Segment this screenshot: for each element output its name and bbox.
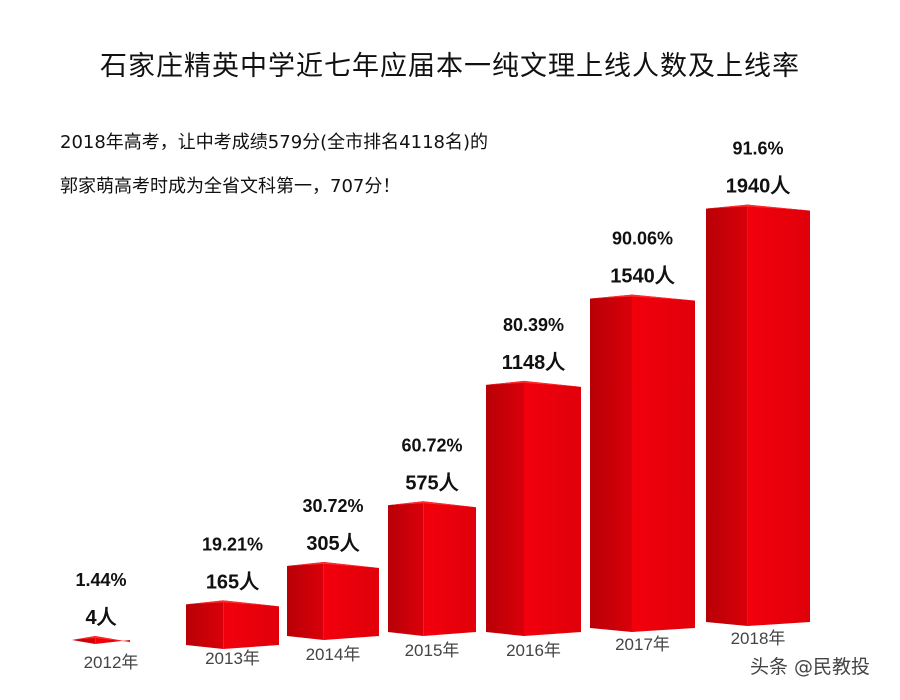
bar-right-face <box>747 204 810 626</box>
bar-left-face <box>186 600 224 649</box>
value-label: 1940人 <box>726 175 791 198</box>
bar-2018年 <box>706 204 810 626</box>
bar-2014年 <box>287 561 379 640</box>
bar-2015年 <box>388 501 476 636</box>
bar-top-face <box>706 204 810 211</box>
x-tick-label: 2015年 <box>405 641 460 660</box>
bar-right-face <box>524 380 581 636</box>
bar-left-face <box>287 561 324 640</box>
bar-2016年 <box>486 380 581 636</box>
x-tick-label: 2016年 <box>506 641 561 660</box>
bar-top-face <box>186 600 279 607</box>
value-label: 1540人 <box>610 265 675 288</box>
value-label: 1148人 <box>502 351 566 374</box>
bar-left-face <box>388 501 424 636</box>
bar-2012年 <box>72 636 130 644</box>
x-tick-label: 2018年 <box>731 629 786 648</box>
bar-top-face <box>590 294 695 301</box>
watermark: 头条 @民教投 <box>749 656 870 678</box>
bar-top-face <box>486 380 581 387</box>
rate-label: 60.72% <box>401 435 462 455</box>
value-label: 305人 <box>306 532 360 555</box>
x-tick-label: 2014年 <box>306 645 361 664</box>
x-tick-label: 2013年 <box>205 649 260 668</box>
bar-right-face <box>223 600 279 649</box>
value-label: 165人 <box>206 570 260 593</box>
x-tick-label: 2012年 <box>84 653 139 672</box>
rate-label: 19.21% <box>202 534 263 554</box>
bar-left-face <box>590 294 632 632</box>
bar-right-face <box>632 294 695 632</box>
annotation-line-1: 2018年高考，让中考成绩579分(全市排名4118名)的 <box>60 132 489 153</box>
bar-2017年 <box>590 294 695 632</box>
bar-top-face <box>72 636 130 642</box>
rate-label: 91.6% <box>732 139 783 159</box>
x-tick-label: 2017年 <box>615 635 670 654</box>
bar-right-face <box>423 501 476 636</box>
rate-label: 90.06% <box>612 229 673 249</box>
rate-label: 1.44% <box>75 570 126 590</box>
bar-left-face <box>486 380 524 636</box>
bar-top-face <box>388 501 476 508</box>
bar-right-face <box>323 561 379 640</box>
bar-top-face <box>287 561 379 568</box>
rate-label: 80.39% <box>503 315 564 335</box>
bar-left-face <box>706 204 748 626</box>
bar-2013年 <box>186 600 279 649</box>
value-label: 575人 <box>405 471 459 494</box>
rate-label: 30.72% <box>302 496 363 516</box>
value-label: 4人 <box>85 606 117 629</box>
chart-title: 石家庄精英中学近七年应届本一纯文理上线人数及上线率 <box>100 51 800 82</box>
annotation-line-2: 郭家萌高考时成为全省文科第一，707分！ <box>60 176 401 197</box>
